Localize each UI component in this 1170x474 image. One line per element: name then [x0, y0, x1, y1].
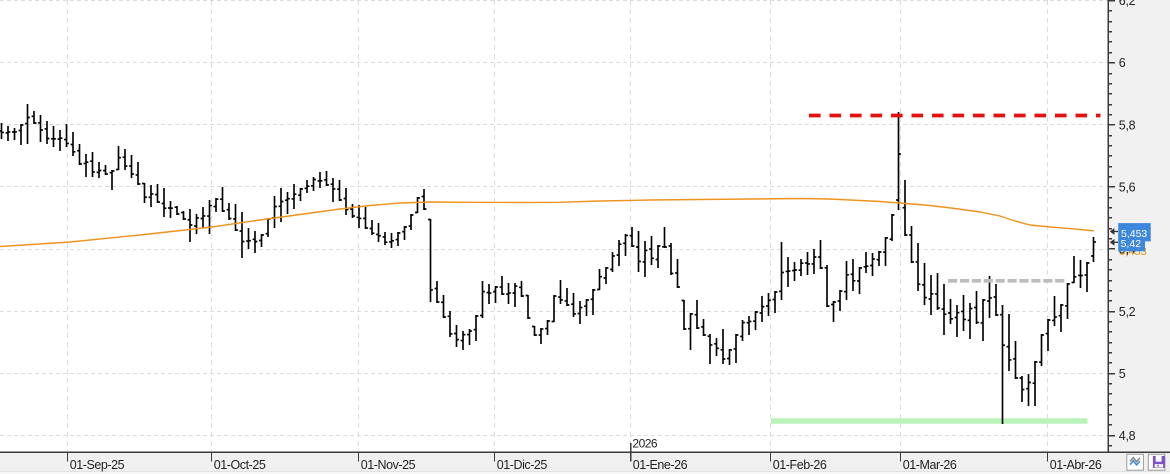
svg-text:5,2: 5,2 [1119, 305, 1136, 319]
svg-text:01-Dic-25: 01-Dic-25 [497, 458, 548, 472]
svg-text:01-Nov-25: 01-Nov-25 [361, 458, 416, 472]
svg-text:5,8: 5,8 [1119, 118, 1136, 132]
svg-text:5,42: 5,42 [1121, 238, 1142, 250]
svg-text:01-Oct-25: 01-Oct-25 [214, 458, 266, 472]
svg-text:01-Sep-25: 01-Sep-25 [70, 458, 125, 472]
svg-text:01-Abr-26: 01-Abr-26 [1050, 458, 1102, 472]
svg-text:5,453: 5,453 [1119, 246, 1147, 258]
svg-text:01-Feb-26: 01-Feb-26 [773, 458, 827, 472]
svg-text:01-Ene-26: 01-Ene-26 [633, 458, 688, 472]
svg-text:5,6: 5,6 [1119, 181, 1136, 195]
svg-text:2026: 2026 [632, 437, 658, 451]
svg-text:4,8: 4,8 [1119, 429, 1136, 443]
svg-text:5: 5 [1119, 367, 1126, 381]
svg-text:6: 6 [1119, 56, 1126, 70]
svg-text:5,453: 5,453 [1121, 228, 1147, 240]
svg-text:6,2: 6,2 [1119, 0, 1136, 8]
svg-text:01-Mar-26: 01-Mar-26 [903, 458, 957, 472]
